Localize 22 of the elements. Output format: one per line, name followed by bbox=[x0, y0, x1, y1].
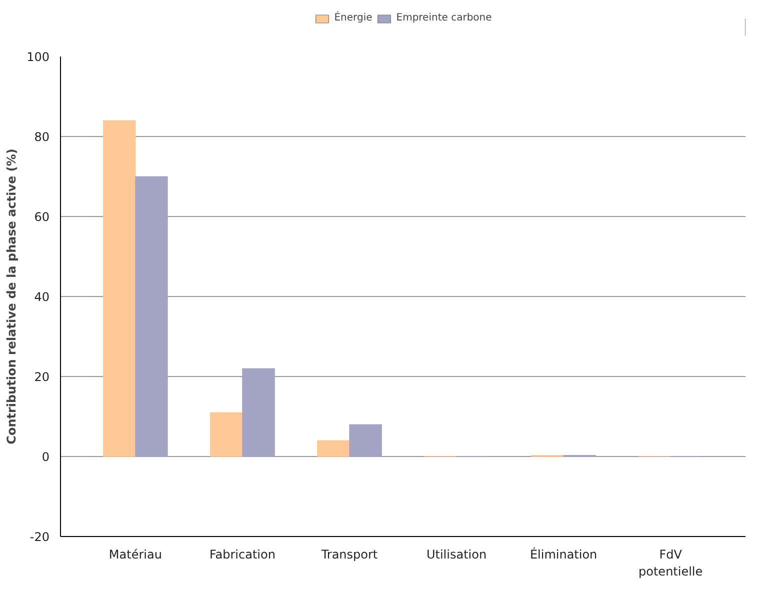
x-tick-label: Transport bbox=[320, 548, 378, 562]
y-tick-label: -20 bbox=[30, 530, 50, 544]
y-tick-label: 0 bbox=[42, 450, 50, 464]
y-tick-label: 80 bbox=[34, 130, 50, 144]
y-tick-label: 100 bbox=[26, 50, 50, 64]
legend-label: Énergie bbox=[334, 12, 372, 24]
bar bbox=[210, 412, 243, 457]
bar bbox=[242, 368, 275, 457]
bar bbox=[103, 120, 136, 457]
x-tick-label: Élimination bbox=[530, 546, 598, 562]
bar bbox=[135, 176, 168, 457]
x-tick-label: FdV potentielle bbox=[638, 548, 703, 578]
y-axis-title: Contribution relative de la phase active (%) bbox=[4, 148, 19, 444]
bar bbox=[317, 440, 350, 457]
legend-label: Empreinte carbone bbox=[396, 12, 492, 24]
y-tick-label: 60 bbox=[34, 210, 50, 224]
y-tick-label: 20 bbox=[34, 370, 50, 384]
x-tick-label: Fabrication bbox=[209, 548, 276, 562]
x-tick-label: Matériau bbox=[108, 548, 162, 562]
y-tick-label: 40 bbox=[34, 290, 50, 304]
x-tick-label: Utilisation bbox=[426, 548, 487, 562]
bar bbox=[349, 424, 382, 457]
